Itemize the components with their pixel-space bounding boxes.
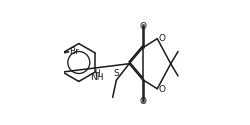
Text: NH: NH <box>90 73 104 82</box>
Text: O: O <box>158 85 165 94</box>
Text: H: H <box>94 69 100 78</box>
Text: O: O <box>138 22 145 30</box>
Text: O: O <box>158 34 165 42</box>
Text: Br: Br <box>69 47 79 56</box>
Text: O: O <box>138 97 145 106</box>
Text: S: S <box>113 69 119 78</box>
